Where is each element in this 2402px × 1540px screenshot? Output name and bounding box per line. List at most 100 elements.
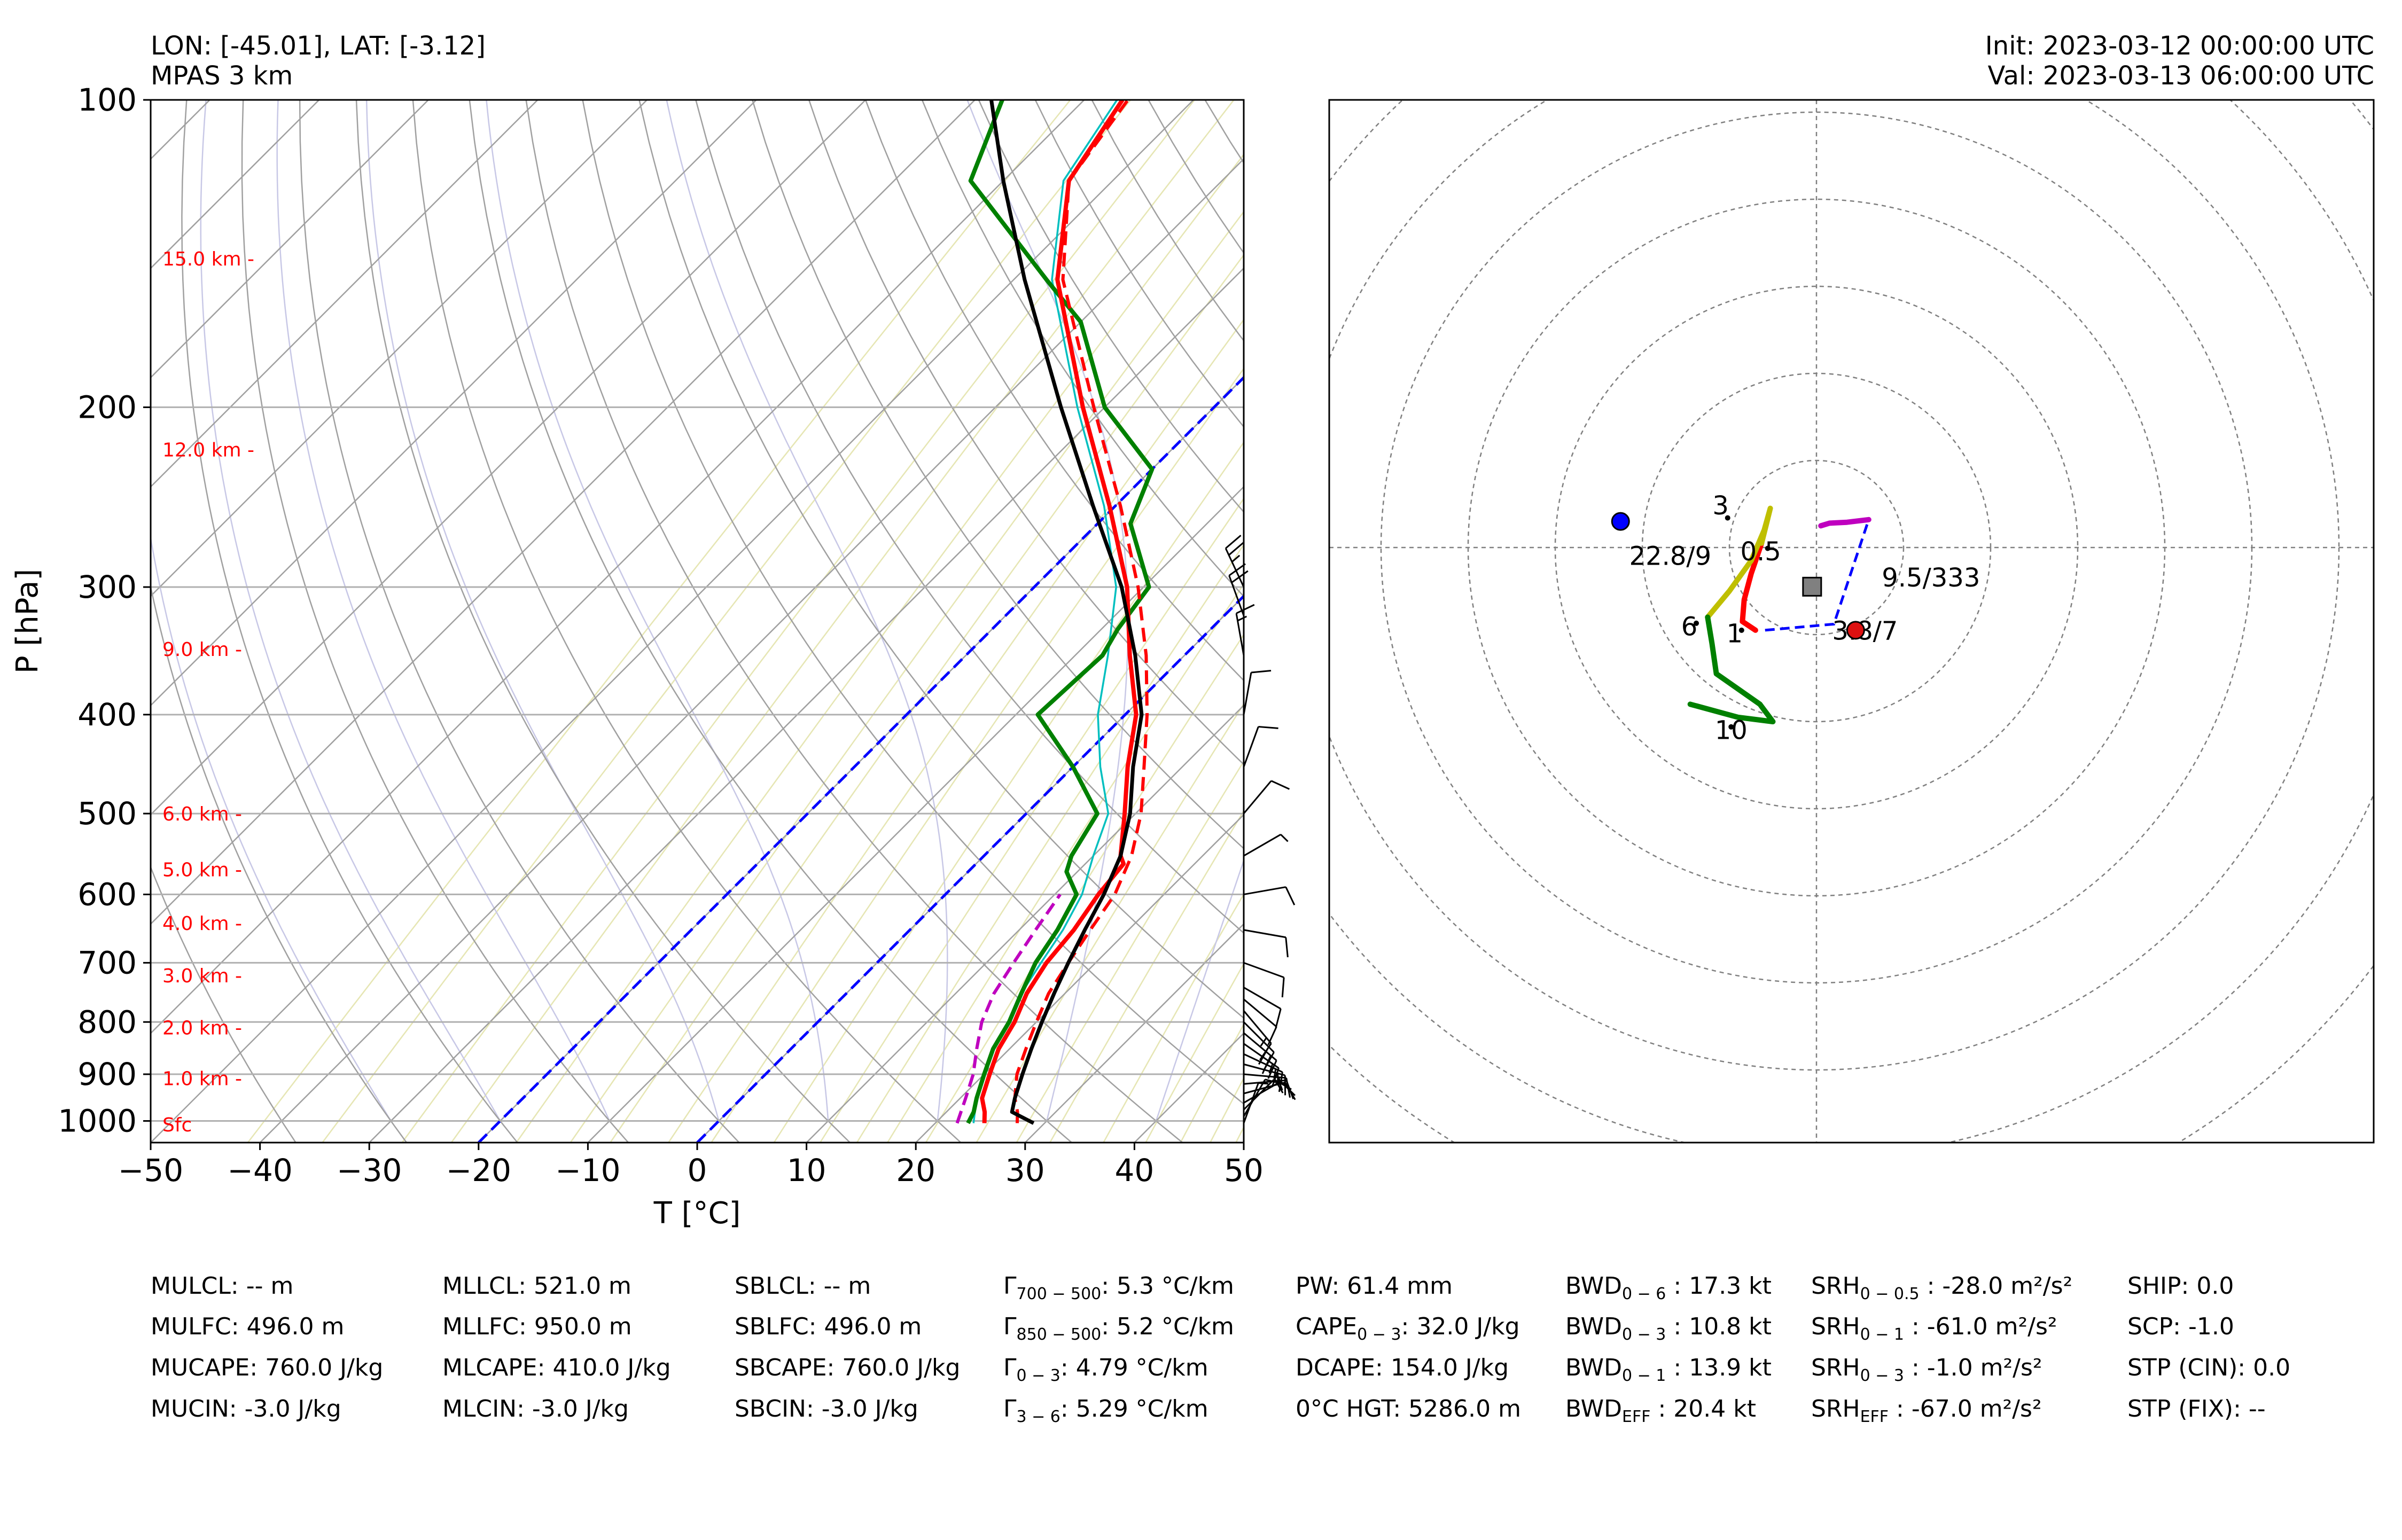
x-tick-label: 40 (1114, 1152, 1154, 1189)
mixing-ratio-line (856, 543, 1244, 1143)
right-mover-marker (1846, 621, 1865, 640)
mixing-ratio-line (1049, 809, 1244, 1143)
height-label: 4.0 km - (162, 913, 242, 935)
model-label: MPAS 3 km (151, 61, 293, 91)
isotherm (151, 100, 976, 925)
hodograph-rings (1329, 100, 2374, 1143)
wind-barb (1243, 929, 1289, 958)
parcel-profile (989, 100, 1144, 1125)
isotherm (151, 100, 648, 597)
dry-adiabat (181, 100, 518, 1143)
mllfc: MLLFC: 950.0 m (442, 1313, 632, 1340)
wind-barb (1243, 1043, 1280, 1088)
mixing-ratio-line (773, 441, 1244, 1143)
mixing-ratio-line (322, 100, 1132, 1143)
dry-adiabat (808, 100, 1244, 765)
storm-motion-label: 3.8/7 (1832, 616, 1898, 646)
isotherm (151, 100, 429, 379)
wind-barb-half (1231, 554, 1241, 563)
isobars (151, 100, 1244, 1122)
y-tick-label: 900 (77, 1056, 137, 1092)
y-axis-ticks: 100 200 300 400 500 600 700 800 900 1000 (58, 82, 151, 1139)
x-tick-label: −10 (555, 1152, 620, 1189)
mixing-ratio-line (1103, 893, 1244, 1143)
moist-adiabat (1155, 858, 1244, 1121)
wind-barb-flag (1271, 1068, 1280, 1088)
srh-0-3: SRH0 − 3 : -1.0 m²/s² (1811, 1354, 2042, 1385)
x-tick-label: 20 (896, 1152, 935, 1189)
lapse-0-3: Γ0 − 3: 4.79 °C/km (1003, 1354, 1208, 1385)
y-tick-label: 1000 (58, 1103, 137, 1139)
height-label: Sfc (162, 1114, 192, 1136)
y-tick-label: 600 (77, 876, 137, 912)
wind-barb (1235, 604, 1255, 656)
cape-0-3: CAPE0 − 3: 32.0 J/kg (1296, 1313, 1520, 1344)
mucape: MUCAPE: 760.0 J/kg (151, 1354, 384, 1381)
isotherm (915, 814, 1244, 1143)
wind-barb-flag (1285, 1077, 1291, 1098)
wind-barb-flag (1251, 669, 1272, 674)
wind-barb (1243, 833, 1289, 857)
mixing-ratio-line (401, 100, 1195, 1143)
scp: SCP: -1.0 (2127, 1313, 2234, 1340)
mixing-ratio-line (887, 583, 1244, 1143)
dcape: DCAPE: 154.0 J/kg (1296, 1354, 1509, 1381)
moist-adiabat (365, 100, 720, 1121)
wind-barb-flag (1258, 725, 1278, 729)
mixing-ratio-line (1180, 1022, 1244, 1143)
wind-barb (1243, 1053, 1283, 1092)
lapse-3-6: Γ3 − 6: 5.29 °C/km (1003, 1395, 1208, 1426)
downdraft-profile (955, 893, 1062, 1124)
mucin: MUCIN: -3.0 J/kg (151, 1395, 341, 1422)
isotherm (151, 100, 1194, 1143)
isotherm (806, 704, 1244, 1143)
wind-barb-half (1273, 1068, 1277, 1079)
y-tick-label: 200 (77, 389, 137, 425)
wind-barb-half (1268, 1064, 1274, 1074)
mulcl: MULCL: -- m (151, 1272, 294, 1300)
y-tick-label: 100 (77, 82, 137, 118)
wind-barb (1225, 535, 1245, 588)
y-tick-label: 300 (77, 569, 137, 605)
isotherm (259, 158, 1244, 1143)
wind-barb-flag (1228, 563, 1246, 576)
height-label: 15.0 km - (162, 248, 254, 270)
wind-barb (1243, 961, 1285, 998)
virtual-temperature-profile (1013, 100, 1149, 1123)
dry-adiabat (525, 100, 1183, 1143)
sblcl: SBLCL: -- m (735, 1272, 871, 1300)
stp-cin: STP (CIN): 0.0 (2127, 1354, 2291, 1381)
wind-barb-half (1280, 834, 1289, 842)
wind-barb-flag (1278, 1072, 1283, 1092)
wind-barb-flag (1285, 886, 1296, 905)
x-axis-label: T [°C] (653, 1196, 741, 1231)
bwd-0-3: BWD0 − 3 : 10.8 kt (1565, 1313, 1772, 1344)
mixing-ratio-line (570, 210, 1244, 1143)
wind-barb-flag (1236, 604, 1255, 614)
wind-barb-staff (1243, 780, 1272, 815)
height-label: 5.0 km - (162, 859, 242, 881)
height-label: 9.0 km - (162, 639, 242, 661)
x-tick-label: −50 (118, 1152, 183, 1189)
bwd-0-1: BWD0 − 1 : 13.9 kt (1565, 1354, 1772, 1385)
height-marker (1738, 627, 1744, 633)
wind-barb-flag (1263, 1052, 1275, 1070)
freezing-height: 0°C HGT: 5286.0 m (1296, 1395, 1521, 1422)
hodograph-panel: 0.5 1 3 6 10 22.8/9 9.5/333 3.8/7 (1328, 99, 2375, 1144)
left-mover-marker (1611, 512, 1630, 531)
height-marker (1765, 545, 1771, 551)
hodograph-segment (1740, 540, 1765, 633)
wind-barb-staff (1243, 833, 1282, 857)
wind-barb-flag (1267, 1060, 1277, 1079)
isotherm (151, 100, 867, 816)
y-tick-label: 400 (77, 697, 137, 733)
y-tick-label: 800 (77, 1004, 137, 1040)
isotherm (151, 100, 1085, 1035)
wind-barb (1243, 1010, 1272, 1061)
ship: SHIP: 0.0 (2127, 1272, 2234, 1300)
height-label: 6.0 km - (162, 803, 242, 825)
storm-motion-label: 22.8/9 (1629, 541, 1712, 571)
hodograph-segment (1818, 517, 1871, 529)
height-label: 3.0 km - (162, 965, 242, 987)
wind-barb-staff (1243, 672, 1252, 715)
